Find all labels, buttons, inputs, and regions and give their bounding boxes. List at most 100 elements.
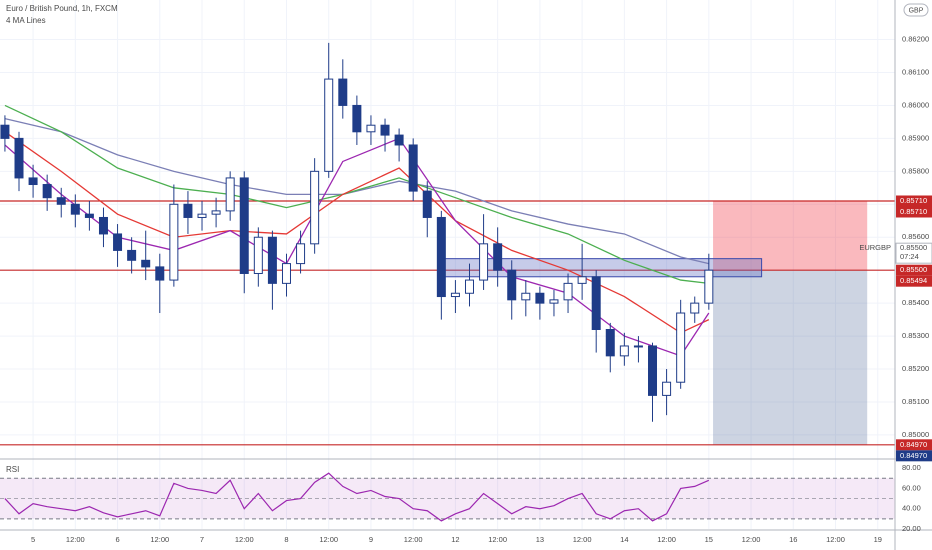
x-tick-label: 8	[284, 535, 288, 544]
x-tick-label: 12:00	[488, 535, 507, 544]
x-tick-label: 12:00	[235, 535, 254, 544]
candle-body	[183, 203, 193, 218]
candle-body	[225, 177, 235, 212]
chart-title: Euro / British Pound, 1h, FXCM	[6, 4, 118, 13]
candle-body	[591, 276, 601, 330]
y-tick-label: 0.85800	[902, 166, 929, 175]
candle-body	[450, 292, 460, 298]
candle-body	[394, 134, 404, 146]
candle-body	[633, 345, 643, 348]
candle-body	[127, 249, 137, 261]
candle-body	[267, 236, 277, 284]
candle-body	[662, 381, 672, 396]
candle-body	[324, 78, 334, 172]
price-label: 0.84970	[900, 451, 927, 460]
rsi-title: RSI	[6, 465, 19, 474]
price-label-box	[896, 206, 932, 218]
candle-body	[563, 282, 573, 301]
y-tick-label: 0.85000	[902, 430, 929, 439]
last-price-box	[895, 242, 932, 264]
x-tick-label: 15	[705, 535, 713, 544]
candle-body	[493, 243, 503, 271]
x-tick-label: 12	[451, 535, 459, 544]
candle-body	[169, 203, 179, 281]
candle-body	[113, 233, 123, 251]
y-tick-label: 0.85100	[902, 397, 929, 406]
candle-body	[70, 203, 80, 215]
y-tick-label: 0.85400	[902, 298, 929, 307]
price-label: 0.85500	[900, 265, 927, 274]
candle-body	[436, 216, 446, 298]
y-tick-label: 0.85200	[902, 364, 929, 373]
x-tick-label: 9	[369, 535, 373, 544]
y-tick-label: 0.86000	[902, 100, 929, 109]
y-tick-label: 0.85300	[902, 331, 929, 340]
x-tick-label: 6	[115, 535, 119, 544]
candle-body	[352, 104, 362, 133]
rsi-tick-label: 20.00	[902, 524, 921, 533]
candle-body	[619, 345, 629, 357]
candle-body	[422, 190, 432, 218]
candle-body	[141, 259, 151, 268]
x-tick-label: 12:00	[657, 535, 676, 544]
price-label: 0.85710	[900, 196, 927, 205]
rsi-line	[4, 472, 710, 522]
x-tick-label: 12:00	[319, 535, 338, 544]
ma-line	[4, 117, 709, 265]
candle-body	[253, 236, 263, 274]
x-tick-label: 13	[536, 535, 544, 544]
currency-label: GBP	[909, 7, 924, 14]
ma-line	[4, 104, 709, 285]
rsi-tick-label: 40.00	[902, 504, 921, 513]
candle-body	[338, 78, 348, 106]
x-tick-label: 12:00	[742, 535, 761, 544]
price-label-box	[896, 264, 932, 276]
candle-body	[42, 184, 52, 199]
x-tick-label: 16	[789, 535, 797, 544]
price-label-box	[896, 450, 932, 462]
candle-body	[366, 124, 376, 133]
y-tick-label: 0.86200	[902, 35, 929, 44]
y-tick-label: 0.85600	[902, 232, 929, 241]
position-target	[713, 270, 868, 445]
x-tick-label: 12:00	[826, 535, 845, 544]
candle-body	[155, 266, 165, 281]
rsi-tick-label: 80.00	[902, 463, 921, 472]
candle-body	[211, 210, 221, 215]
candle-body	[605, 328, 615, 357]
candle-body	[28, 177, 38, 186]
x-tick-label: 14	[620, 535, 628, 544]
candle-body	[281, 263, 291, 284]
candle-body	[84, 213, 94, 218]
price-label: 0.85710	[900, 207, 927, 216]
candle-body	[296, 243, 306, 265]
candle-body	[310, 170, 320, 245]
x-tick-label: 5	[31, 535, 35, 544]
candle-body	[577, 276, 587, 284]
candle-body	[98, 216, 108, 235]
symbol-label: EURGBP	[859, 243, 891, 252]
countdown-label: 07:24	[900, 252, 919, 261]
zone	[444, 258, 763, 278]
candle-body	[197, 213, 207, 218]
candle-body	[14, 137, 24, 179]
x-tick-label: 12:00	[404, 535, 423, 544]
ma-line	[4, 137, 710, 357]
candle-body	[380, 124, 390, 136]
candle-body	[549, 299, 559, 304]
candle-body	[521, 292, 531, 301]
candle-body	[479, 243, 489, 281]
price-label: 0.85494	[900, 276, 927, 285]
last-price-label: 0.85500	[900, 243, 927, 252]
ma-line	[4, 131, 710, 334]
candle-body	[676, 312, 686, 383]
price-label-box	[896, 275, 932, 287]
candle-body	[690, 302, 700, 314]
currency-badge[interactable]	[903, 3, 929, 17]
candle-body	[56, 197, 66, 205]
chart-subtitle: 4 MA Lines	[6, 16, 46, 25]
x-tick-label: 12:00	[573, 535, 592, 544]
candle-body	[535, 292, 545, 304]
y-tick-label: 0.85900	[902, 133, 929, 142]
